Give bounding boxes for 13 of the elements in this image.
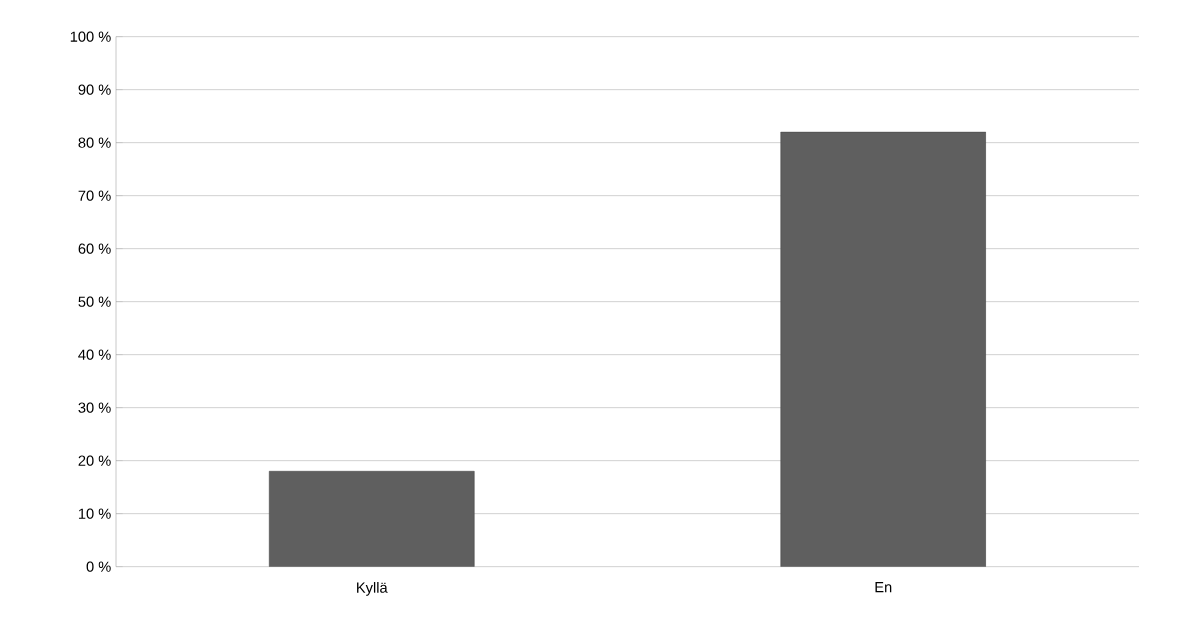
y-tick-label: 20 % (78, 455, 111, 466)
y-tick-label: 50 % (78, 296, 111, 307)
y-tick-label: 60 % (78, 243, 111, 254)
y-tick-label: 30 % (78, 402, 111, 413)
y-tick-label: 40 % (78, 349, 111, 360)
y-tick-label: 70 % (78, 190, 111, 201)
y-tick-label: 100 % (70, 31, 111, 42)
x-tick-label: En (875, 582, 892, 593)
y-tick-label: 80 % (78, 137, 111, 148)
y-tick-label: 10 % (78, 508, 111, 519)
y-tick-label: 0 % (86, 561, 111, 572)
y-tick-label: 90 % (78, 84, 111, 95)
x-tick-label: Kyllä (357, 582, 388, 596)
